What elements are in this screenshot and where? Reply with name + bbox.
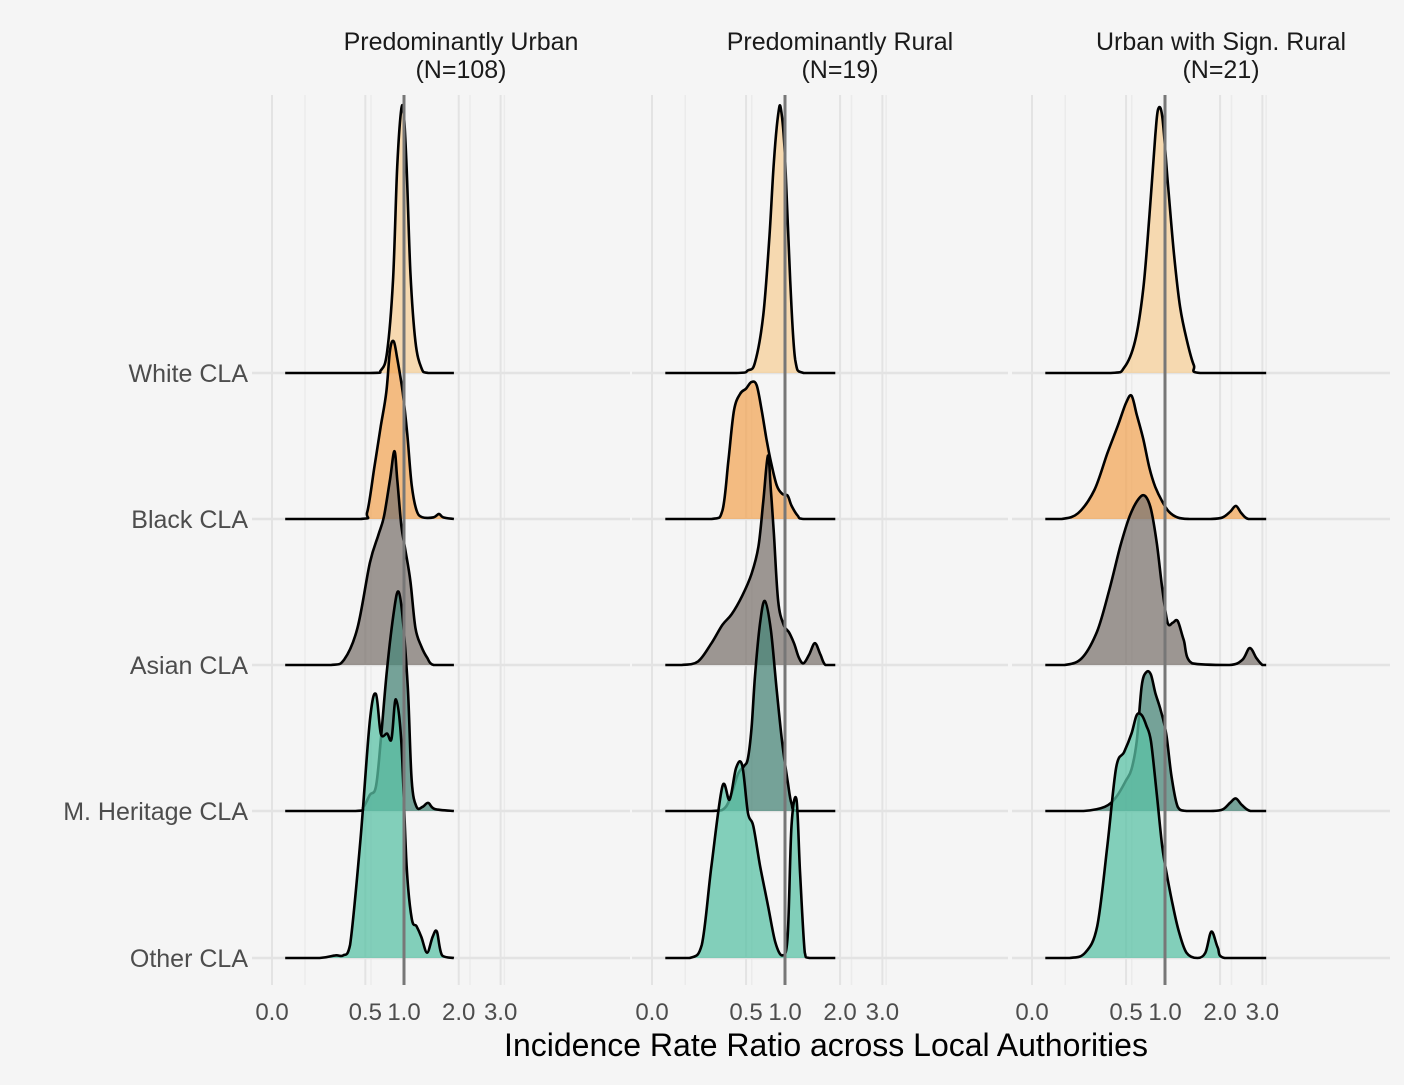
- ridge-fill-other-cla: [1045, 713, 1267, 958]
- ridge-asian-cla: [1045, 493, 1267, 667]
- panel-title: Predominantly Rural: [727, 28, 954, 56]
- ridge-white-cla: [665, 103, 836, 375]
- x-tick-label: 3.0: [866, 999, 899, 1026]
- x-tick-label: 3.0: [1246, 999, 1279, 1026]
- x-tick-label: 0.5: [729, 999, 762, 1026]
- x-tick-label: 2.0: [442, 999, 475, 1026]
- ridge-fill-black-cla: [1045, 395, 1267, 519]
- x-tick-label: 2.0: [823, 999, 856, 1026]
- ridge-fill-white-cla: [1045, 106, 1267, 373]
- ridge-fill-black-cla: [665, 381, 836, 519]
- panel-1: Predominantly Urban(N=108) 0.0 0.5 1.0 2.0 3.…: [252, 28, 630, 1026]
- ridge-fill-asian-cla: [285, 451, 454, 665]
- ridges: [285, 103, 455, 960]
- row-label-white-cla: White CLA: [129, 360, 249, 388]
- panel-2: Predominantly Rural(N=19) 0.0 0.5 1.0 2.0 3.0: [632, 28, 1008, 1026]
- panel-subtitle: (N=108): [415, 56, 506, 84]
- ridge-fill-asian-cla: [665, 455, 836, 665]
- panel-title: Predominantly Urban: [344, 28, 579, 56]
- panel-subtitle: (N=19): [801, 56, 878, 84]
- ridge-other-cla: [285, 692, 455, 960]
- x-tick-label: 0.0: [635, 999, 668, 1026]
- x-tick-label: 1.0: [387, 999, 420, 1026]
- row-label-black-cla: Black CLA: [131, 506, 248, 534]
- ridge-fill-white-cla: [285, 105, 454, 373]
- ridge-white-cla: [285, 103, 454, 375]
- x-tick-label: 0.5: [349, 999, 382, 1026]
- x-tick-label: 1.0: [1148, 999, 1181, 1026]
- x-tick-label: 3.0: [484, 999, 517, 1026]
- panel-title: Urban with Sign. Rural: [1096, 28, 1346, 56]
- ridge-other-cla: [665, 760, 836, 960]
- ridge-white-cla: [1045, 105, 1267, 375]
- panel-3: Urban with Sign. Rural(N=21) 0.0 0.5 1.0 2.0…: [1012, 28, 1390, 1026]
- ridge-black-cla: [285, 339, 455, 521]
- x-tick-label: 2.0: [1203, 999, 1236, 1026]
- panel-subtitle: (N=21): [1182, 56, 1259, 84]
- x-tick-label: 0.0: [255, 999, 288, 1026]
- row-label-m-heritage-cla: M. Heritage CLA: [63, 798, 248, 826]
- ridge-fill-m-heritage-cla: [1045, 671, 1267, 811]
- ridge-other-cla: [1045, 711, 1267, 960]
- row-label-other-cla: Other CLA: [130, 945, 248, 973]
- row-label-asian-cla: Asian CLA: [130, 652, 248, 680]
- ridge-fill-m-heritage-cla: [665, 600, 836, 811]
- x-axis-title: Incidence Rate Ratio across Local Author…: [504, 1027, 1148, 1063]
- ridge-asian-cla: [665, 454, 836, 667]
- ridge-fill-asian-cla: [1045, 495, 1267, 665]
- x-tick-label: 1.0: [768, 999, 801, 1026]
- x-tick-label: 0.0: [1015, 999, 1048, 1026]
- x-tick-label: 0.5: [1109, 999, 1142, 1026]
- ridge-fill-white-cla: [665, 105, 836, 373]
- ridges: [665, 103, 836, 960]
- ridge-fill-other-cla: [285, 693, 454, 958]
- ridge-black-cla: [1045, 393, 1267, 521]
- ridge-black-cla: [665, 380, 836, 521]
- ridges: [1045, 105, 1267, 960]
- ridge-asian-cla: [285, 449, 454, 667]
